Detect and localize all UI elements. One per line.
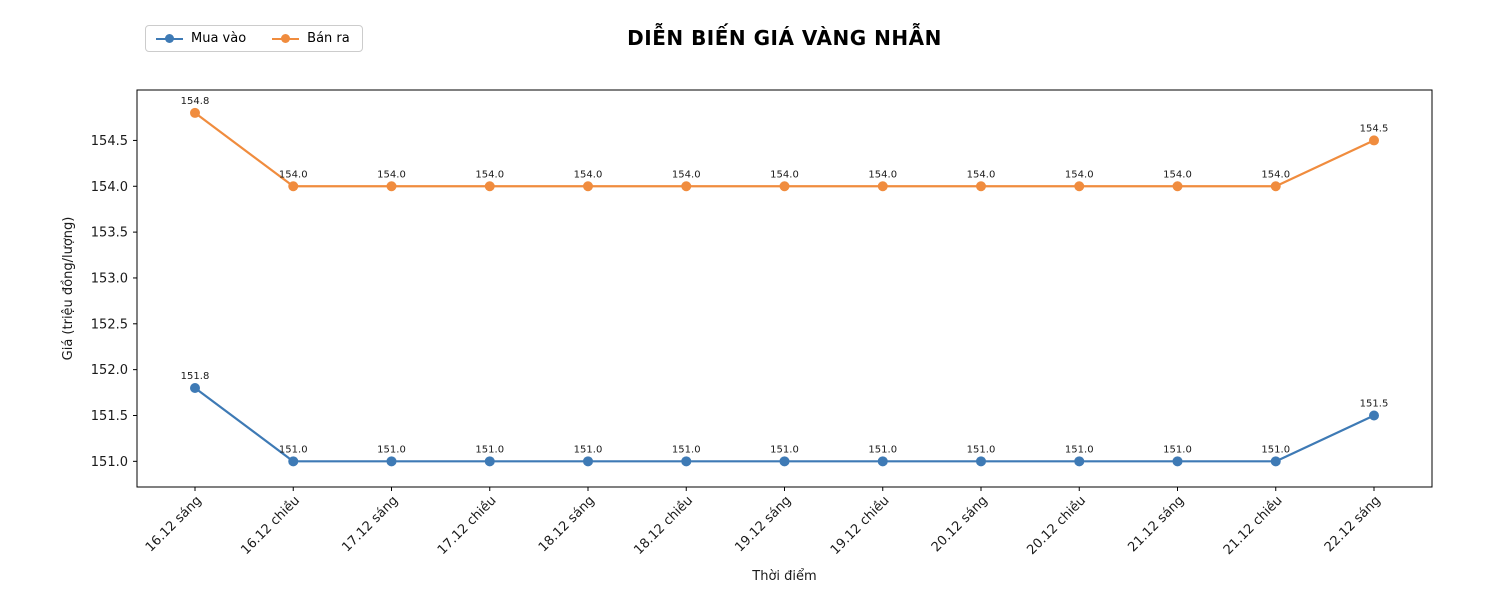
x-tick-label: 17.12 sáng — [339, 493, 401, 555]
data-point — [779, 456, 790, 467]
data-point — [681, 181, 692, 192]
point-label: 151.0 — [377, 444, 406, 455]
x-tick-label: 20.12 sáng — [929, 493, 991, 555]
legend-item-ban-ra: Bán ra — [272, 31, 350, 46]
data-point — [583, 181, 593, 192]
x-tick-label: 19.12 chiều — [828, 493, 893, 558]
point-label: 154.0 — [475, 169, 504, 180]
data-point — [1369, 135, 1379, 146]
point-label: 154.0 — [574, 169, 603, 180]
point-label: 154.8 — [181, 96, 210, 107]
data-point — [877, 181, 888, 192]
x-axis-label: Thời điểm — [751, 569, 816, 584]
point-label: 151.0 — [1163, 444, 1192, 455]
y-tick-label: 152.0 — [91, 363, 128, 378]
x-tick-label: 18.12 sáng — [536, 493, 598, 555]
point-label: 154.0 — [672, 169, 701, 180]
x-tick-label: 22.12 sáng — [1322, 493, 1384, 555]
y-tick-label: 153.5 — [91, 226, 128, 241]
point-label: 151.0 — [770, 444, 799, 455]
data-point — [484, 456, 495, 467]
data-point — [1074, 181, 1085, 192]
data-point — [779, 181, 790, 192]
point-label: 154.0 — [868, 169, 897, 180]
data-point — [1074, 456, 1085, 467]
x-tick-label: 16.12 chiều — [238, 493, 303, 558]
y-tick-label: 151.0 — [91, 455, 128, 470]
data-point — [1369, 410, 1379, 421]
point-label: 151.0 — [672, 444, 701, 455]
y-tick-label: 154.0 — [91, 180, 128, 195]
point-label: 151.0 — [967, 444, 996, 455]
y-tick-label: 154.5 — [91, 134, 128, 149]
legend-swatch-orange-line-icon — [272, 34, 300, 44]
data-point — [681, 456, 692, 467]
data-point — [288, 456, 299, 467]
point-label: 154.5 — [1360, 123, 1389, 134]
data-point — [1270, 456, 1281, 467]
plot-spine — [136, 89, 1433, 488]
data-point — [976, 456, 986, 467]
y-tick-label: 153.0 — [91, 271, 128, 286]
point-label: 151.0 — [1065, 444, 1094, 455]
data-point — [583, 456, 593, 467]
x-tick-label: 21.12 chiều — [1221, 493, 1286, 558]
data-point — [1270, 181, 1281, 192]
data-point — [386, 181, 397, 192]
y-tick-label: 151.5 — [91, 409, 128, 424]
point-label: 154.0 — [967, 169, 996, 180]
data-point — [288, 181, 299, 192]
data-point — [1172, 181, 1183, 192]
legend-dot-blue — [165, 34, 174, 43]
point-label: 151.0 — [868, 444, 897, 455]
point-label: 151.5 — [1360, 398, 1389, 409]
data-point — [484, 181, 495, 192]
x-tick-label: 16.12 sáng — [143, 493, 205, 555]
x-tick-label: 19.12 sáng — [732, 493, 794, 555]
point-label: 151.0 — [475, 444, 504, 455]
point-label: 154.0 — [770, 169, 799, 180]
legend-label-ban-ra: Bán ra — [307, 31, 350, 46]
point-label: 154.0 — [377, 169, 406, 180]
legend-dot-orange — [281, 34, 291, 43]
x-tick-label: 18.12 chiều — [631, 493, 696, 558]
legend-swatch-blue-line-icon — [156, 34, 183, 44]
x-tick-label: 17.12 chiều — [435, 493, 500, 558]
data-point — [976, 181, 986, 192]
x-tick-label: 20.12 chiều — [1024, 493, 1089, 558]
point-label: 151.8 — [181, 371, 210, 382]
data-point — [877, 456, 888, 467]
y-axis-label: Giá (triệu đồng/lượng) — [61, 217, 76, 361]
point-label: 154.0 — [1065, 169, 1094, 180]
data-point — [190, 107, 200, 118]
chart-title: DIỄN BIẾN GIÁ VÀNG NHẪN — [627, 26, 942, 50]
legend: Mua vào Bán ra — [145, 25, 363, 52]
y-tick-label: 152.5 — [91, 317, 128, 332]
legend-label-mua-vao: Mua vào — [191, 31, 247, 46]
point-label: 154.0 — [1261, 169, 1290, 180]
point-label: 154.0 — [1163, 169, 1192, 180]
point-label: 154.0 — [279, 169, 308, 180]
x-tick-label: 21.12 sáng — [1125, 493, 1187, 555]
point-label: 151.0 — [574, 444, 603, 455]
point-label: 151.0 — [1261, 444, 1290, 455]
data-point — [386, 456, 397, 467]
point-label: 151.0 — [279, 444, 308, 455]
legend-item-mua-vao: Mua vào — [156, 31, 246, 46]
data-point — [1172, 456, 1183, 467]
data-point — [190, 382, 200, 393]
